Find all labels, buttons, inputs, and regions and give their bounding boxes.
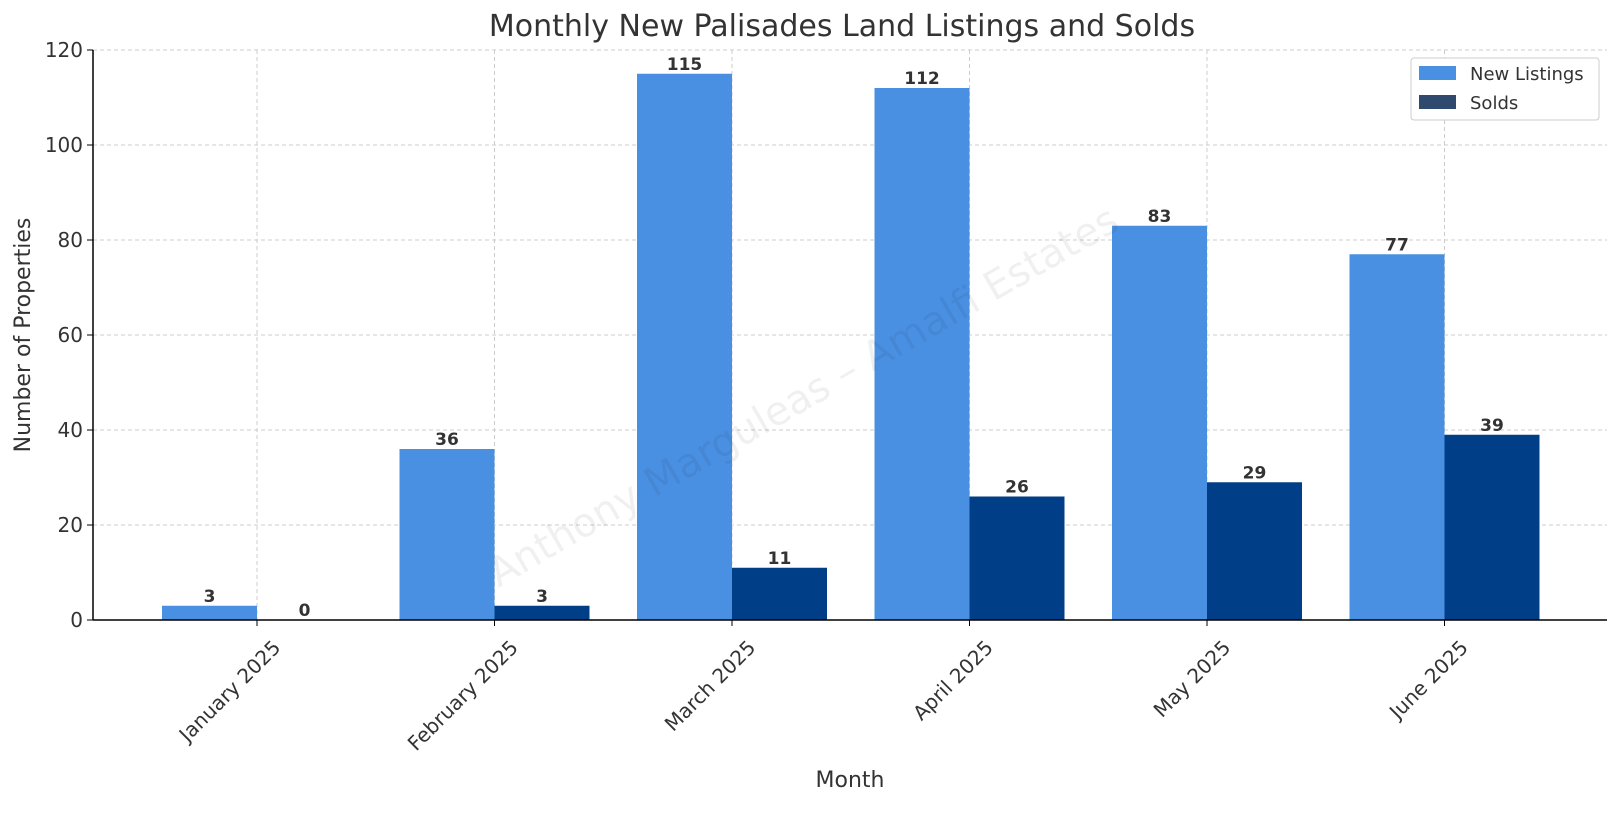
bar-solds-february-2025 — [494, 605, 590, 620]
y-axis-ticks: 0 20 40 60 80 100 120 — [45, 38, 93, 632]
x-tick-label: May 2025 — [1149, 635, 1236, 722]
bar-solds-may-2025 — [1207, 482, 1302, 620]
data-label-solds-february-2025: 3 — [536, 587, 548, 607]
data-label-new-listings-march-2025: 115 — [667, 55, 703, 75]
y-tick-label: 120 — [45, 38, 83, 62]
x-tick-label: April 2025 — [908, 635, 998, 725]
data-label-new-listings-january-2025: 3 — [204, 587, 216, 607]
x-axis-label: Month — [816, 768, 885, 793]
y-tick-label: 0 — [70, 608, 83, 632]
y-tick-label: 20 — [58, 513, 83, 537]
bars — [162, 73, 1540, 620]
data-label-new-listings-may-2025: 83 — [1148, 207, 1172, 227]
x-axis-ticks: January 2025 February 2025 March 2025 April… — [173, 620, 1473, 755]
bar-new-listings-may-2025 — [1112, 225, 1207, 620]
legend-label-new-listings: New Listings — [1470, 64, 1584, 85]
legend-swatch-solds — [1419, 95, 1456, 109]
data-label-new-listings-april-2025: 112 — [904, 69, 940, 89]
bar-new-listings-january-2025 — [162, 605, 257, 620]
data-label-solds-june-2025: 39 — [1480, 416, 1504, 436]
data-label-solds-april-2025: 26 — [1005, 478, 1029, 498]
bar-solds-march-2025 — [732, 567, 827, 620]
y-axis-label: Number of Properties — [11, 218, 36, 453]
y-tick-label: 60 — [58, 323, 83, 347]
y-tick-label: 100 — [45, 133, 83, 157]
data-label-solds-march-2025: 11 — [768, 549, 792, 569]
data-label-new-listings-february-2025: 36 — [435, 430, 459, 450]
data-label-solds-january-2025: 0 — [299, 601, 311, 621]
x-tick-label: February 2025 — [403, 635, 523, 755]
data-label-solds-may-2025: 29 — [1243, 463, 1267, 483]
bar-new-listings-march-2025 — [637, 73, 732, 620]
legend: New Listings Solds — [1410, 57, 1600, 121]
y-tick-label: 40 — [58, 418, 83, 442]
x-tick-label: January 2025 — [173, 635, 285, 747]
bar-new-listings-february-2025 — [399, 449, 495, 620]
data-label-new-listings-june-2025: 77 — [1385, 235, 1409, 255]
data-labels: 3 0 36 3 115 11 112 26 83 29 77 39 — [204, 55, 1504, 621]
x-tick-label: June 2025 — [1383, 635, 1473, 725]
bar-new-listings-june-2025 — [1349, 254, 1445, 620]
bar-solds-june-2025 — [1444, 434, 1540, 620]
legend-box — [1410, 57, 1600, 121]
bar-new-listings-april-2025 — [874, 88, 970, 620]
bar-solds-april-2025 — [969, 496, 1065, 620]
chart-title: Monthly New Palisades Land Listings and … — [489, 9, 1195, 44]
grid — [93, 49, 1607, 620]
x-tick-label: March 2025 — [660, 635, 761, 736]
legend-swatch-new-listings — [1419, 66, 1456, 80]
legend-label-solds: Solds — [1470, 93, 1518, 114]
y-tick-label: 80 — [58, 228, 83, 252]
